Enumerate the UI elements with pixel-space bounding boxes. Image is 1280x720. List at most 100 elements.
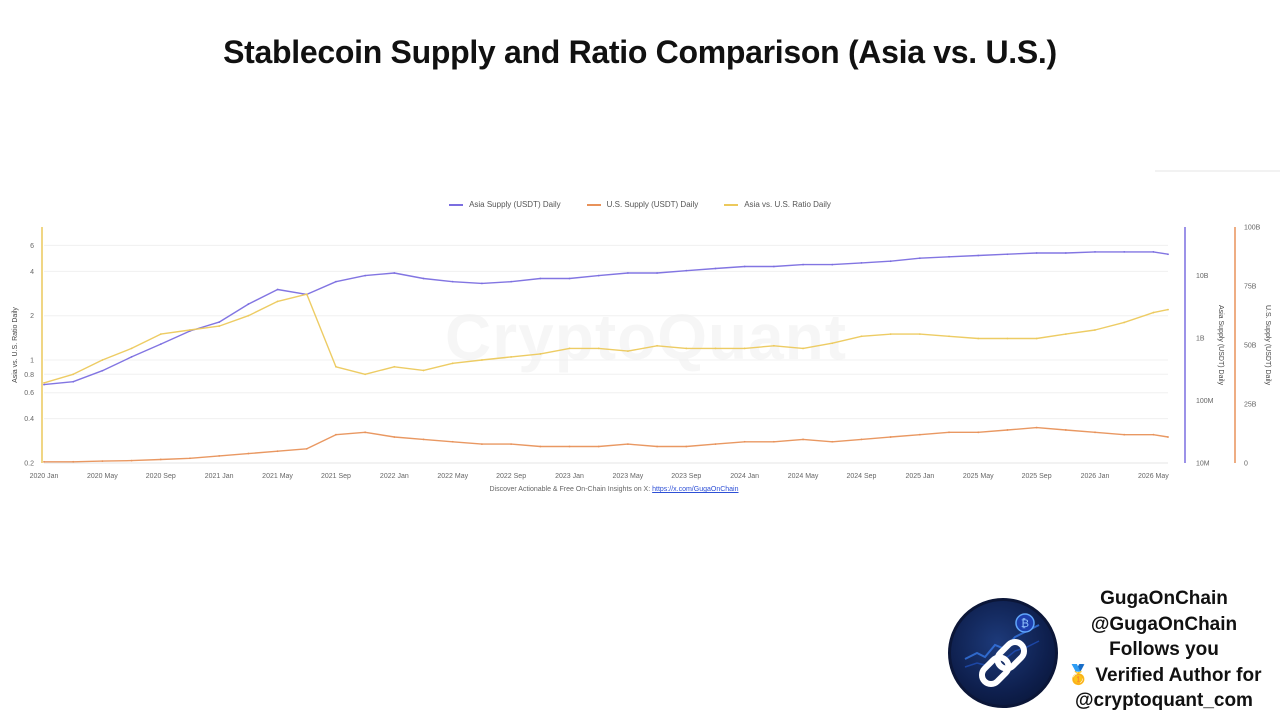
- data-point: [597, 347, 600, 350]
- left-tick-label: 2: [30, 313, 34, 320]
- data-point: [1064, 333, 1067, 335]
- page-title: Stablecoin Supply and Ratio Comparison (…: [223, 34, 1057, 70]
- x-tick-label: 2021 Sep: [321, 473, 351, 480]
- x-tick-label: 2022 Sep: [496, 473, 526, 480]
- author-handle[interactable]: @GugaOnChain: [1090, 613, 1238, 635]
- data-point: [568, 445, 571, 448]
- data-point: [451, 440, 454, 443]
- data-point: [626, 272, 629, 274]
- right-tick-label-us: 25B: [1244, 402, 1257, 409]
- data-point: [685, 445, 688, 448]
- data-point: [743, 440, 746, 443]
- data-point: [802, 263, 804, 266]
- data-point: [422, 438, 425, 441]
- data-point: [1035, 252, 1038, 254]
- x-tick-label: 2022 Jan: [380, 473, 409, 480]
- data-point: [189, 457, 191, 460]
- data-point: [276, 450, 279, 453]
- data-point: [743, 265, 746, 268]
- data-point: [597, 445, 600, 448]
- right-tick-label-asia: 100M: [1196, 398, 1214, 405]
- left-tick-label: 6: [30, 243, 34, 250]
- data-point: [422, 369, 425, 372]
- data-point: [1006, 337, 1009, 340]
- data-point: [101, 460, 104, 463]
- data-point: [218, 321, 221, 324]
- data-point: [743, 347, 746, 350]
- bitcoin-icon: [1015, 613, 1035, 633]
- legend-swatch-ratio: [724, 203, 739, 206]
- legend-label-us-supply: U.S. Supply (USDT) Daily: [606, 200, 699, 209]
- top-right-divider: [1155, 170, 1280, 172]
- data-point: [247, 452, 250, 455]
- data-point: [539, 445, 542, 448]
- series-line-asia-supply: [43, 251, 1169, 386]
- data-point: [1064, 429, 1067, 431]
- footer-link[interactable]: https://x.com/GugaOnChain: [652, 486, 739, 493]
- data-point: [189, 329, 191, 331]
- legend-label-ratio: Asia vs. U.S. Ratio Daily: [744, 200, 831, 209]
- data-point: [1152, 433, 1155, 436]
- x-tick-label: 2023 Sep: [671, 473, 701, 480]
- data-point: [1094, 250, 1096, 253]
- left-tick-label: 0.6: [24, 390, 34, 397]
- chart-plot: 0.2 0.4 0.6 0.8 1 2 4 6 10M 100M 1B 10B 0 25B 50B 75B 10…: [12, 225, 1271, 481]
- data-point: [889, 436, 892, 438]
- data-point: [626, 443, 629, 446]
- data-point: [481, 282, 483, 285]
- left-tick-label: 0.8: [24, 372, 34, 379]
- data-point: [889, 333, 892, 335]
- x-tick-label: 2020 Jan: [30, 473, 59, 480]
- data-point: [889, 260, 892, 263]
- data-point: [977, 337, 980, 340]
- data-point: [43, 381, 45, 384]
- data-point: [276, 300, 279, 303]
- legend-item-asia-supply[interactable]: Asia Supply (USDT) Daily: [449, 200, 561, 209]
- data-point: [393, 365, 396, 368]
- data-point: [772, 344, 775, 347]
- legend-item-ratio[interactable]: Asia vs. U.S. Ratio Daily: [724, 200, 831, 209]
- footer-note: Discover Actionable & Free On-Chain Insi…: [0, 486, 1228, 493]
- legend-swatch-asia-supply: [449, 203, 464, 206]
- right-tick-label-us: 75B: [1244, 284, 1257, 291]
- x-tick-label: 2020 May: [87, 473, 118, 480]
- data-point: [714, 443, 717, 446]
- data-point: [831, 440, 834, 443]
- data-point: [510, 356, 513, 358]
- author-org[interactable]: @cryptoquant_com: [1075, 690, 1253, 711]
- data-point: [276, 288, 279, 291]
- series-line-ratio: [43, 293, 1169, 384]
- x-tick-label: 2026 May: [1138, 473, 1169, 480]
- chain-link-icon: ₿: [964, 613, 1040, 688]
- right-tick-label-asia: 1B: [1196, 336, 1205, 343]
- data-point: [335, 433, 337, 436]
- x-tick-label: 2026 Jan: [1081, 473, 1110, 480]
- data-point: [43, 460, 45, 463]
- data-point: [422, 277, 425, 280]
- data-point: [1006, 253, 1009, 256]
- author-name: GugaOnChain: [1100, 588, 1228, 609]
- x-tick-label: 2023 Jan: [555, 473, 584, 480]
- medal-icon: 🥇: [1066, 664, 1091, 686]
- left-axis-title: Asia vs. U.S. Ratio Daily: [12, 307, 19, 383]
- follows-you-label: Follows you: [1109, 639, 1219, 660]
- avatar[interactable]: ₿: [948, 598, 1058, 708]
- data-point: [335, 280, 337, 283]
- right-tick-label-us: 50B: [1244, 343, 1257, 350]
- data-point: [305, 293, 308, 296]
- data-point: [948, 431, 950, 434]
- chart-legend: Asia Supply (USDT) Daily U.S. Supply (US…: [0, 200, 1280, 209]
- right-axis-title-us: U.S. Supply (USDT) Daily: [1264, 305, 1271, 386]
- data-point: [364, 274, 367, 277]
- data-point: [218, 325, 221, 327]
- legend-item-us-supply[interactable]: U.S. Supply (USDT) Daily: [586, 200, 699, 209]
- data-point: [977, 254, 980, 257]
- data-point: [1035, 426, 1038, 429]
- x-tick-label: 2025 Sep: [1022, 473, 1052, 480]
- data-point: [101, 369, 104, 372]
- data-point: [685, 269, 688, 272]
- data-point: [656, 344, 658, 347]
- data-point: [1123, 433, 1126, 436]
- data-point: [335, 365, 337, 368]
- data-point: [510, 443, 513, 446]
